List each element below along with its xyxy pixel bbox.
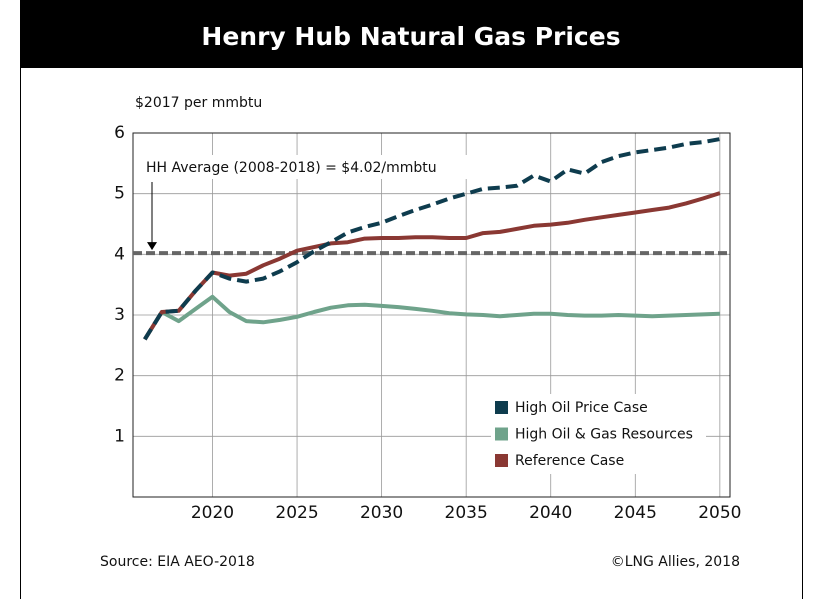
x-tick-label: 2025 xyxy=(275,503,318,523)
annotation-arrowhead xyxy=(147,242,157,251)
legend-label: Reference Case xyxy=(515,453,624,469)
x-tick-label: 2030 xyxy=(360,503,403,523)
plot-frame xyxy=(132,132,731,498)
y-tick-label: 3 xyxy=(114,305,125,325)
legend-bg xyxy=(491,394,706,474)
x-tick-label: 2020 xyxy=(191,503,234,523)
annotation-bg xyxy=(142,155,477,179)
legend-label: High Oil & Gas Resources xyxy=(515,427,693,443)
y-tick-label: 2 xyxy=(114,366,125,386)
header-bar xyxy=(20,0,803,68)
legend-swatch xyxy=(495,401,508,414)
x-tick-label: 2040 xyxy=(529,503,572,523)
y-tick-label: 6 xyxy=(114,123,125,143)
legend-swatch xyxy=(495,454,508,467)
credit: ©LNG Allies, 2018 xyxy=(611,554,740,570)
legend-swatch xyxy=(495,427,508,441)
x-tick-label: 2045 xyxy=(614,503,657,523)
x-tick-label: 2035 xyxy=(445,503,488,523)
chart-title: Henry Hub Natural Gas Prices xyxy=(201,22,620,51)
x-tick-label: 2050 xyxy=(698,503,741,523)
annotation: HH Average (2008-2018) = $4.02/mmbtu xyxy=(146,160,437,176)
y-tick-label: 4 xyxy=(114,244,125,264)
y-axis-label: $2017 per mmbtu xyxy=(135,95,262,111)
y-tick-label: 5 xyxy=(114,184,125,204)
series-line xyxy=(143,191,721,341)
source: Source: EIA AEO-2018 xyxy=(100,554,255,570)
y-tick-label: 1 xyxy=(114,426,125,446)
legend-label: High Oil Price Case xyxy=(515,400,648,416)
series-line xyxy=(143,137,721,341)
series-line xyxy=(143,294,720,341)
